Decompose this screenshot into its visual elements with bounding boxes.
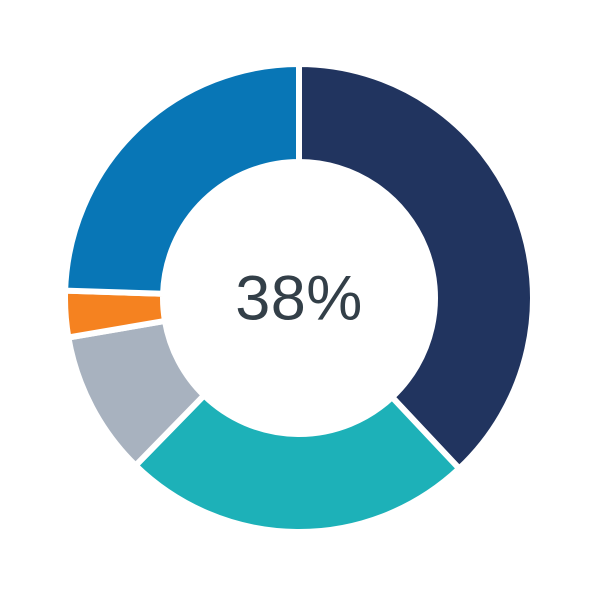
- donut-segment-teal: [131, 391, 464, 535]
- donut-segment-blue: [62, 60, 302, 297]
- center-label: 38%: [235, 263, 363, 334]
- donut-slices: [62, 60, 536, 535]
- donut-segment-navy: [296, 60, 536, 473]
